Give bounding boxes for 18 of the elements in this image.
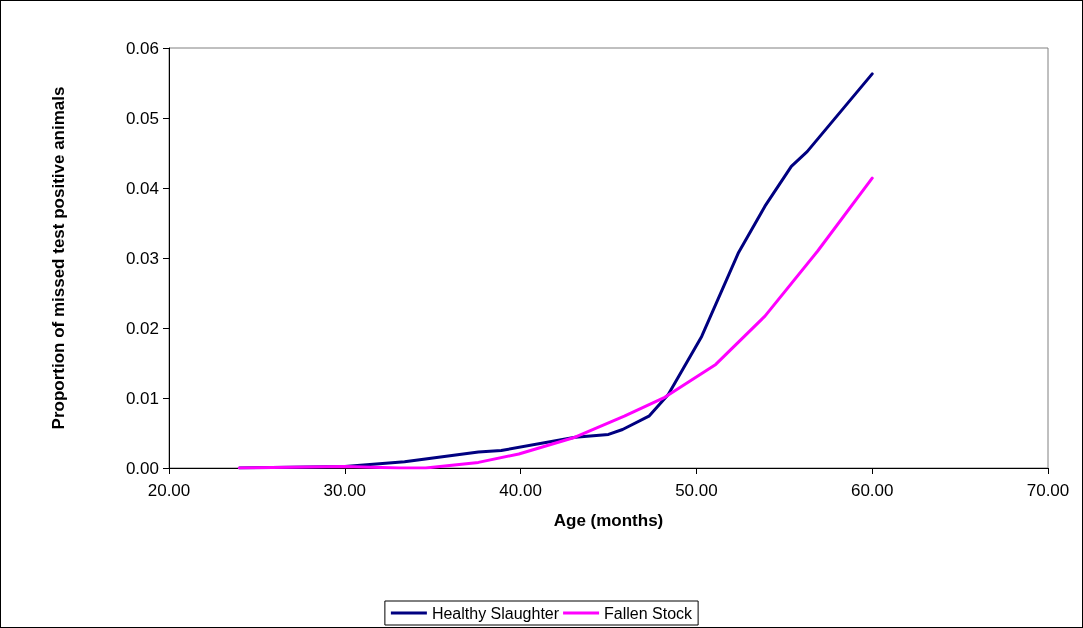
y-tick-label: 0.00: [125, 458, 159, 478]
y-tick-label: 0.02: [125, 318, 159, 338]
x-axis-title: Age (months): [553, 511, 664, 530]
x-tick-label: 50.00: [675, 481, 718, 500]
x-tick-label: 30.00: [323, 481, 367, 500]
y-tick-label: 0.06: [125, 38, 159, 58]
legend-label: Fallen Stock: [604, 604, 694, 622]
y-axis-title: Proportion of missed test positive animals: [48, 86, 68, 430]
y-tick-label: 0.03: [125, 248, 159, 268]
line-series: [237, 176, 874, 470]
x-tick-label: 40.00: [499, 481, 542, 500]
y-tick-label: 0.01: [125, 388, 159, 408]
x-tick-label: 60.00: [850, 481, 894, 500]
legend-label: Healthy Slaughter: [431, 604, 560, 622]
x-tick-label: 20.00: [147, 481, 191, 500]
y-tick-label: 0.05: [125, 108, 159, 128]
x-tick-label: 70.00: [1026, 481, 1070, 500]
y-tick-label: 0.04: [125, 178, 159, 198]
